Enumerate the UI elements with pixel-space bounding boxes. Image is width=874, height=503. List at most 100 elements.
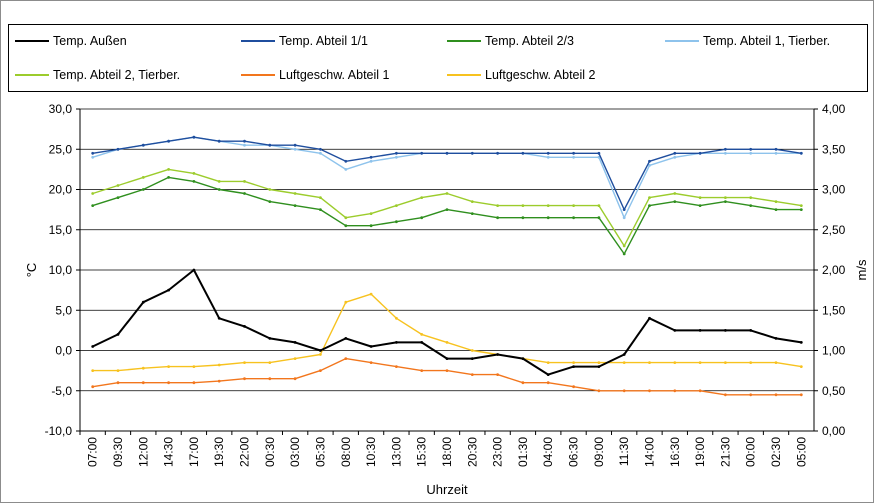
x-tick-label: 02:30 xyxy=(769,437,783,467)
series-point xyxy=(369,345,373,348)
series-point xyxy=(648,316,651,320)
left-tick-label: 5,0 xyxy=(55,303,72,317)
series-point xyxy=(167,365,171,368)
series-point xyxy=(445,151,449,155)
series-point xyxy=(293,192,297,195)
series-point xyxy=(344,159,348,163)
x-tick-label: 08:00 xyxy=(339,437,353,467)
series-point xyxy=(344,300,348,304)
right-tick-label: 3,00 xyxy=(822,183,846,197)
right-tick-label: 2,50 xyxy=(822,223,846,237)
series-point xyxy=(116,196,120,200)
series-point xyxy=(698,151,702,155)
series-point xyxy=(293,204,297,208)
series-point xyxy=(698,196,702,200)
series-point xyxy=(217,139,221,143)
series-point xyxy=(774,361,778,364)
series-point xyxy=(167,176,171,179)
left-tick-label: 15,0 xyxy=(49,223,73,237)
series-point xyxy=(496,216,499,220)
series-point xyxy=(319,151,322,155)
legend-swatch xyxy=(447,40,481,42)
legend-swatch xyxy=(241,74,275,76)
left-tick-label: -5,0 xyxy=(51,384,72,398)
series-point xyxy=(597,216,601,220)
series-point xyxy=(243,180,246,183)
series-point xyxy=(344,168,348,171)
series-point xyxy=(698,361,702,364)
series-point xyxy=(470,212,474,216)
series-point xyxy=(344,216,348,220)
legend-label: Temp. Abteil 1/1 xyxy=(279,34,368,48)
series-point xyxy=(622,244,626,248)
series-point xyxy=(546,361,550,364)
legend-label: Luftgeschw. Abteil 1 xyxy=(279,68,390,82)
series-line-5 xyxy=(92,357,802,396)
series-point xyxy=(724,393,727,397)
series-point xyxy=(724,200,727,204)
series-point xyxy=(420,151,424,155)
series-point xyxy=(572,216,575,220)
legend: Temp. Außen Temp. Abteil 1/1 Temp. Abtei… xyxy=(8,24,868,92)
series-point xyxy=(546,151,550,155)
x-tick-label: 14:00 xyxy=(642,437,656,467)
legend-label: Temp. Außen xyxy=(53,34,127,48)
series-point xyxy=(217,188,221,191)
series-point xyxy=(395,220,398,224)
series-point xyxy=(673,192,677,195)
series-point xyxy=(749,196,753,200)
left-tick-label: -10,0 xyxy=(45,424,73,438)
series-point xyxy=(496,373,499,376)
series-point xyxy=(192,180,196,183)
x-tick-labels: 07:00 09:30 12:00 14:30 17:00 19:30 22:00 00:30… xyxy=(79,431,808,467)
legend-swatch xyxy=(15,40,49,42)
series-point xyxy=(293,147,297,151)
series-point xyxy=(648,389,651,393)
left-tick-label: 25,0 xyxy=(49,142,73,156)
series-point xyxy=(749,393,753,397)
series-point xyxy=(192,365,196,368)
series-point xyxy=(243,139,246,143)
series-point xyxy=(91,204,95,208)
series-point xyxy=(293,377,297,381)
series-point xyxy=(749,361,753,364)
right-tick-label: 2,00 xyxy=(822,263,846,277)
series-point xyxy=(167,139,171,143)
legend-swatch xyxy=(447,74,481,76)
series-point xyxy=(167,381,171,385)
series-point xyxy=(116,147,120,151)
series-point xyxy=(774,208,778,212)
series-point xyxy=(319,208,322,212)
series-point xyxy=(799,208,803,212)
series-point xyxy=(648,164,651,167)
series-point xyxy=(243,377,246,381)
series-point xyxy=(445,369,449,372)
series-point xyxy=(217,180,221,183)
series-point xyxy=(445,357,449,360)
series-point xyxy=(91,345,95,348)
series-point xyxy=(521,357,525,360)
legend-label: Temp. Abteil 2/3 xyxy=(485,34,574,48)
series-point xyxy=(673,151,677,155)
series-point xyxy=(572,385,575,389)
series-point xyxy=(521,151,525,155)
series-point xyxy=(572,151,575,155)
x-tick-label: 00:00 xyxy=(744,437,758,467)
series-point xyxy=(268,361,272,364)
left-tick-labels: -10,0 -5,0 0,0 5,0 10,0 15,0 20,0 25,0 30,0 xyxy=(45,102,73,438)
series-point xyxy=(344,357,348,360)
series-point xyxy=(749,147,753,151)
series-point xyxy=(470,151,474,155)
series-point xyxy=(698,329,702,332)
series-point xyxy=(243,192,246,195)
series-point xyxy=(799,151,803,155)
right-tick-labels: 0,00 0,50 1,00 1,50 2,00 2,50 3,00 3,50 4,00 xyxy=(822,102,846,438)
series-point xyxy=(141,176,145,179)
series-point xyxy=(470,200,474,204)
x-tick-label: 10:30 xyxy=(364,437,378,467)
series-point xyxy=(572,204,575,208)
series-point xyxy=(622,361,626,364)
series-point xyxy=(91,385,95,389)
x-tick-label: 21:30 xyxy=(718,437,732,467)
series-point xyxy=(597,389,601,393)
